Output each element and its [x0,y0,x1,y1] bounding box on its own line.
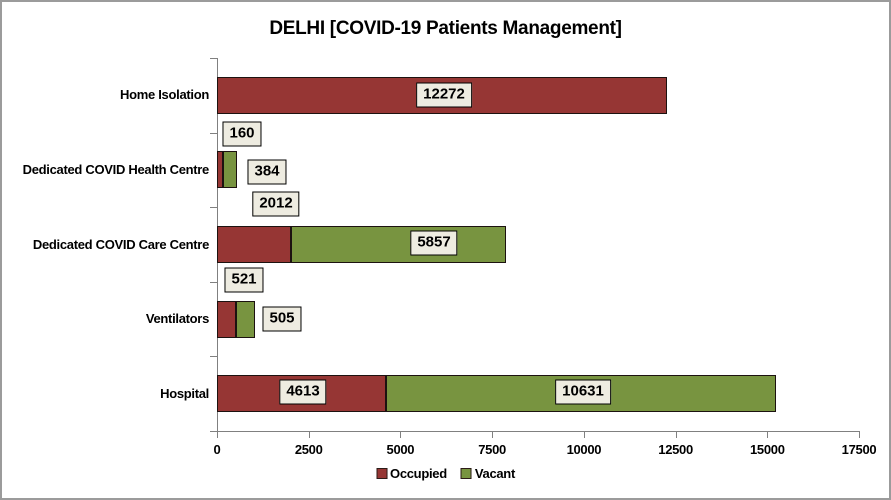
x-axis-tick [492,431,494,438]
x-axis-tick [859,431,860,438]
x-axis-tick [400,431,402,438]
y-axis-tick [210,431,217,432]
data-label: 2012 [252,191,300,217]
bar-segment-occupied [217,301,237,338]
data-label: 12272 [416,82,472,108]
x-tick-label: 17500 [841,442,877,457]
x-tick-label: 10000 [566,442,602,457]
category-label: Home Isolation [120,87,209,102]
x-tick-label: 15000 [749,442,785,457]
occupied-swatch-icon [376,468,388,479]
category-label: Hospital [160,386,209,401]
data-label: 160 [222,121,262,147]
x-axis-tick [675,431,677,438]
bar-segment-vacant [290,226,506,263]
chart-title: DELHI [COVID-19 Patients Management] [269,18,622,39]
data-label: 5857 [410,230,458,256]
x-axis-tick [308,431,310,438]
bar-segment-occupied [217,151,223,188]
x-tick-label: 2500 [294,442,323,457]
legend: Occupied Vacant [376,466,515,481]
y-axis-tick [210,282,217,283]
legend-label-vacant: Vacant [474,466,515,481]
data-label: 384 [247,159,287,185]
category-label: Dedicated COVID Care Centre [32,237,209,252]
data-label: 521 [224,267,264,293]
x-tick-label: 7500 [478,442,506,457]
y-axis-tick [210,133,217,134]
x-tick-label: 12500 [658,442,693,457]
legend-label-occupied: Occupied [390,466,447,481]
bar-segment-occupied [217,226,291,263]
data-label: 4613 [279,379,327,405]
data-label: 10631 [555,379,611,405]
x-axis-tick [767,431,769,438]
x-axis-tick [583,431,585,438]
x-axis-line [217,431,859,432]
bar-segment-vacant [222,151,237,188]
legend-item-vacant: Vacant [460,466,515,481]
y-axis-tick [210,207,217,208]
bar-segment-vacant [236,301,255,338]
y-axis-tick [210,356,217,357]
vacant-swatch-icon [460,468,472,479]
category-label: Ventilators [145,311,209,326]
category-label: Dedicated COVID Health Centre [22,162,210,177]
x-tick-label: 5000 [386,442,415,457]
data-label: 505 [262,306,302,332]
y-axis-tick [210,58,217,59]
legend-item-occupied: Occupied [376,466,447,481]
x-tick-label: 0 [213,442,221,457]
x-axis-tick [217,431,218,438]
